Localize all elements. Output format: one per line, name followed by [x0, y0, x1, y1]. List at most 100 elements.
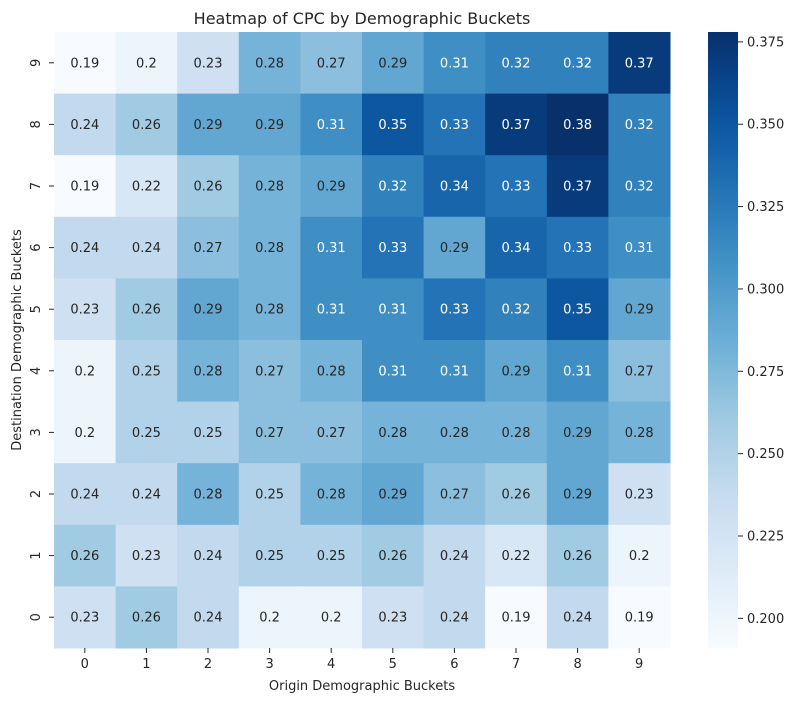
heatmap-cell [608, 586, 671, 649]
cell-value-label: 0.33 [440, 303, 469, 318]
cell-value-label: 0.35 [563, 303, 592, 318]
y-tick-label: 1 [29, 551, 44, 559]
cell-value-label: 0.26 [70, 549, 99, 564]
cell-value-label: 0.27 [440, 488, 469, 503]
cell-value-label: 0.2 [74, 426, 95, 441]
heatmap-cell [300, 93, 363, 156]
cell-value-label: 0.26 [502, 488, 531, 503]
y-axis-ticks: 9 8 7 6 5 4 3 2 1 0 [29, 59, 54, 621]
x-tick-label: 7 [512, 657, 520, 672]
heatmap-cell [423, 401, 486, 464]
heatmap-cell [115, 401, 178, 464]
colorbar-tick-label: 0.350 [747, 118, 784, 133]
heatmap-cell [300, 401, 363, 464]
heatmap-cell [115, 340, 178, 403]
y-tick-label: 0 [29, 613, 44, 621]
cell-value-label: 0.31 [317, 241, 346, 256]
heatmap-cell [423, 340, 486, 403]
cell-value-label: 0.24 [563, 611, 592, 626]
cell-value-label: 0.31 [317, 118, 346, 133]
cell-value-label: 0.24 [440, 611, 469, 626]
heatmap-cell [546, 586, 609, 649]
cell-value-label: 0.2 [259, 611, 280, 626]
cell-value-label: 0.29 [378, 56, 407, 71]
cell-value-label: 0.24 [70, 118, 99, 133]
heatmap-cell [54, 93, 117, 156]
heatmap-cell [362, 93, 425, 156]
heatmap-cell [362, 32, 425, 95]
cell-value-label: 0.29 [563, 426, 592, 441]
cell-value-label: 0.26 [132, 118, 161, 133]
heatmap-cell [238, 401, 301, 464]
colorbar-tick-label: 0.325 [747, 200, 784, 215]
cell-value-label: 0.24 [194, 611, 223, 626]
heatmap-cell [115, 278, 178, 341]
heatmap-cell [54, 216, 117, 279]
heatmap-cell [54, 32, 117, 95]
cell-value-label: 0.29 [378, 488, 407, 503]
heatmap-cell [362, 278, 425, 341]
x-tick-label: 1 [142, 657, 150, 672]
heatmap-cell [238, 155, 301, 218]
heatmap-cell [423, 32, 486, 95]
heatmap-cell [608, 216, 671, 279]
heatmap-cell [546, 401, 609, 464]
cell-value-label: 0.23 [194, 56, 223, 71]
heatmap-cell [546, 463, 609, 526]
cell-value-label: 0.2 [321, 611, 342, 626]
cell-value-label: 0.32 [502, 56, 531, 71]
cell-value-label: 0.19 [502, 611, 531, 626]
heatmap-cell [115, 32, 178, 95]
cell-value-label: 0.28 [255, 241, 284, 256]
heatmap-cell [362, 216, 425, 279]
heatmap-cell [177, 524, 240, 587]
heatmap-cell [423, 278, 486, 341]
heatmap-cell [177, 278, 240, 341]
cell-value-label: 0.23 [378, 611, 407, 626]
heatmap-cell [608, 463, 671, 526]
heatmap-cell [177, 340, 240, 403]
cell-value-label: 0.19 [625, 611, 654, 626]
cell-value-label: 0.28 [255, 180, 284, 195]
cell-value-label: 0.32 [502, 303, 531, 318]
heatmap-cell [485, 463, 548, 526]
cell-value-label: 0.25 [255, 549, 284, 564]
cell-value-label: 0.31 [440, 56, 469, 71]
heatmap-cell [423, 463, 486, 526]
heatmap-cell [238, 278, 301, 341]
cell-value-label: 0.25 [194, 426, 223, 441]
cell-value-label: 0.26 [194, 180, 223, 195]
heatmap-cell [362, 524, 425, 587]
heatmap-cell [608, 93, 671, 156]
heatmap-cell [546, 216, 609, 279]
heatmap-cell [300, 340, 363, 403]
heatmap-cell [238, 93, 301, 156]
x-tick-label: 5 [389, 657, 397, 672]
heatmap-cell [546, 278, 609, 341]
heatmap-cell [54, 278, 117, 341]
cell-value-label: 0.29 [625, 303, 654, 318]
heatmap-cell [177, 401, 240, 464]
x-tick-label: 2 [204, 657, 212, 672]
x-axis-ticks: 0 1 2 3 4 5 6 7 8 9 [81, 648, 643, 672]
cell-value-label: 0.23 [625, 488, 654, 503]
heatmap-cell [238, 524, 301, 587]
cell-value-label: 0.24 [132, 488, 161, 503]
cell-value-label: 0.37 [563, 180, 592, 195]
heatmap-cells: 0.19 0.2 0.23 0.28 0.27 0.29 0.31 0.32 0.32 0.37 0… [54, 32, 671, 649]
y-tick-label: 9 [29, 59, 44, 67]
cell-value-label: 0.2 [629, 549, 650, 564]
cell-value-label: 0.35 [378, 118, 407, 133]
heatmap-cell [423, 155, 486, 218]
heatmap-cell [177, 32, 240, 95]
heatmap-cell [238, 32, 301, 95]
heatmap-cell [54, 463, 117, 526]
heatmap-cell [54, 524, 117, 587]
cell-value-label: 0.29 [317, 180, 346, 195]
heatmap-cell [115, 524, 178, 587]
heatmap-cell [177, 216, 240, 279]
heatmap-cell [300, 32, 363, 95]
x-tick-label: 3 [265, 657, 273, 672]
x-tick-label: 9 [635, 657, 643, 672]
cell-value-label: 0.31 [317, 303, 346, 318]
